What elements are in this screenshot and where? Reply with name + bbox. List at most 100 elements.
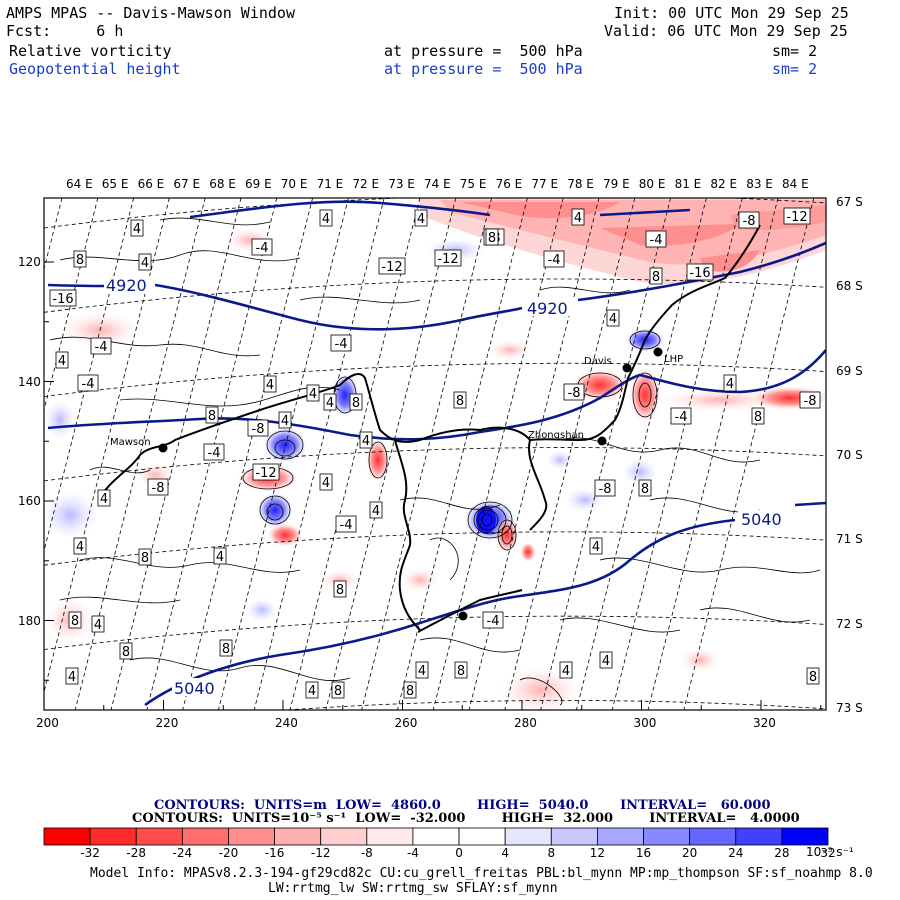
field2-smoothing: sm= 2	[772, 60, 818, 78]
svg-text:4: 4	[94, 618, 102, 633]
station-marker-lhp	[653, 347, 663, 357]
colorbar-swatch	[274, 827, 322, 846]
svg-text:4: 4	[418, 664, 426, 679]
vorticity-label: -16	[49, 289, 77, 307]
vorticity-label: -8	[799, 391, 821, 409]
station-label-davis: Davis	[584, 356, 612, 367]
svg-text:4: 4	[326, 396, 334, 411]
vorticity-label: 8	[751, 407, 765, 425]
svg-text:4: 4	[322, 212, 330, 227]
svg-text:4: 4	[100, 492, 108, 507]
svg-text:-4: -4	[208, 446, 221, 461]
vorticity-label: 4	[263, 375, 277, 393]
svg-text:4: 4	[592, 540, 600, 555]
lon-label: 82 E	[710, 177, 738, 191]
colorbar-swatch	[320, 827, 368, 846]
svg-text:4: 4	[726, 377, 734, 392]
vorticity-label: 4	[213, 547, 227, 565]
vorticity-label: 4	[138, 253, 152, 271]
svg-text:4: 4	[602, 654, 610, 669]
lon-label: 71 E	[316, 177, 344, 191]
field1-level: at pressure = 500 hPa	[384, 42, 583, 60]
vorticity-label: 4	[359, 431, 373, 449]
colorbar-swatch	[366, 827, 414, 846]
svg-text:-4: -4	[487, 614, 500, 629]
svg-text:-4: -4	[340, 518, 353, 533]
svg-text:4: 4	[609, 312, 617, 327]
colorbar-tick-label: -12	[310, 846, 331, 860]
vorticity-label: -4	[335, 515, 357, 533]
y-tick-label: 160	[18, 494, 41, 508]
vorticity-label: 4	[723, 374, 737, 392]
svg-text:-8: -8	[152, 481, 165, 496]
colorbar-tick-label: -28	[126, 846, 147, 860]
svg-text:-8: -8	[804, 394, 817, 409]
svg-text:8: 8	[336, 583, 344, 598]
vorticity-label: 8	[333, 580, 347, 598]
svg-text:4: 4	[372, 504, 380, 519]
height-contour-labels: 4920 4920 5040 5040	[104, 276, 792, 698]
map-title: AMPS MPAS -- Davis-Mawson Window	[6, 4, 295, 22]
height-label-5040-east: 5040	[741, 510, 782, 529]
x-tick-label: 240	[275, 716, 298, 730]
vorticity-label: -4	[645, 230, 667, 248]
colorbar-tick-label: -4	[406, 846, 419, 860]
svg-text:4: 4	[362, 434, 370, 449]
svg-text:-4: -4	[95, 340, 108, 355]
vorticity-label: -8	[594, 479, 616, 497]
vorticity-label: 4	[306, 384, 320, 402]
vorticity-labels: 44448-4-84-488-4-16-8-12-12-12-16-44-4-4…	[49, 207, 821, 699]
svg-text:8: 8	[222, 642, 230, 657]
colorbar-swatch	[504, 827, 552, 846]
svg-text:4: 4	[562, 664, 570, 679]
lat-label: 68 S	[836, 279, 863, 294]
lon-label: 73 E	[388, 177, 415, 191]
lon-label: 84 E	[782, 177, 809, 191]
height-contour-info: CONTOURS: UNITS=m LOW= 4860.0 HIGH= 5040…	[154, 798, 771, 813]
station-marker-zhongshan	[597, 436, 607, 446]
lon-label: 70 E	[280, 177, 308, 191]
colorbar-swatch	[43, 827, 91, 846]
x-tick-label: 280	[514, 716, 537, 730]
vorticity-label: -8	[147, 478, 169, 496]
svg-text:8: 8	[457, 664, 465, 679]
field2-level: at pressure = 500 hPa	[384, 60, 583, 78]
vorticity-label: -4	[90, 337, 112, 355]
vorticity-label: 4	[319, 473, 333, 491]
height-label-4920-west: 4920	[106, 276, 147, 295]
vorticity-label: 8	[638, 479, 652, 497]
vorticity-label: 4	[319, 209, 333, 227]
svg-text:-8: -8	[568, 386, 581, 401]
svg-text:-4: -4	[335, 337, 348, 352]
lon-label: 64 E	[66, 177, 93, 191]
vorticity-label: -4	[670, 407, 692, 425]
lon-label: 65 E	[101, 177, 129, 191]
valid-time: Valid: 06 UTC Mon 29 Sep 25	[604, 22, 848, 40]
svg-text:4: 4	[58, 354, 66, 369]
svg-text:-12: -12	[437, 252, 458, 267]
vorticity-label: 4	[73, 537, 87, 555]
map-frame	[43, 197, 827, 711]
x-tick-label: 220	[155, 716, 179, 730]
vorticity-label: 8	[806, 667, 820, 685]
vorticity-label: 8	[649, 267, 663, 285]
svg-text:-16: -16	[689, 266, 710, 281]
vorticity-label: 4	[606, 309, 620, 327]
y-tick-label: 140	[18, 374, 41, 389]
colorbar-units: 10⁻⁵ s⁻¹	[806, 845, 854, 859]
vorticity-label: 8	[454, 661, 468, 679]
colorbar-swatch	[781, 827, 829, 846]
svg-text:4: 4	[417, 212, 425, 227]
vorticity-label: 8	[453, 391, 467, 409]
vorticity-label: 4	[589, 537, 603, 555]
vorticity-label: 4	[415, 661, 429, 679]
svg-text:-12: -12	[786, 210, 807, 225]
vorticity-label: 4	[369, 501, 383, 519]
svg-text:4: 4	[68, 670, 76, 685]
svg-text:8: 8	[76, 253, 84, 268]
coastline	[99, 224, 761, 633]
vorticity-label: 4	[91, 615, 105, 633]
svg-text:-4: -4	[256, 241, 269, 256]
colorbar-tick-label: 0	[455, 846, 463, 860]
vorticity-label: 4	[278, 411, 292, 429]
